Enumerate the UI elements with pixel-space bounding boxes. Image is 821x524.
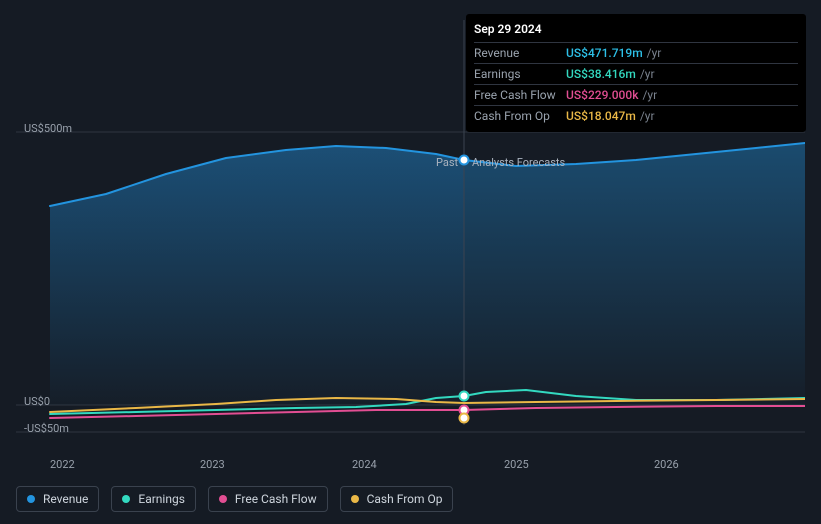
legend-label: Earnings: [138, 492, 185, 506]
legend-dot-icon: [219, 495, 227, 503]
tooltip-value: US$18.047m: [566, 109, 636, 123]
tooltip-unit: /yr: [642, 88, 657, 102]
tooltip-unit: /yr: [640, 67, 655, 81]
tooltip-row: RevenueUS$471.719m/yr: [474, 42, 798, 63]
tooltip-row: Cash From OpUS$18.047m/yr: [474, 105, 798, 126]
y-axis-label: US$0: [24, 395, 50, 408]
tooltip-row: Free Cash FlowUS$229.000k/yr: [474, 84, 798, 105]
legend-item-cfo[interactable]: Cash From Op: [340, 486, 454, 512]
x-axis-label: 2025: [504, 458, 529, 471]
tooltip-date: Sep 29 2024: [474, 20, 798, 38]
tooltip-value: US$38.416m: [566, 67, 636, 81]
legend-dot-icon: [27, 495, 35, 503]
chart-legend: Revenue Earnings Free Cash Flow Cash From O…: [16, 486, 453, 512]
legend-label: Cash From Op: [367, 492, 443, 506]
tooltip-unit: /yr: [640, 109, 655, 123]
x-axis-label: 2024: [352, 458, 377, 471]
legend-item-revenue[interactable]: Revenue: [16, 486, 99, 512]
legend-dot-icon: [122, 495, 130, 503]
y-axis-label: -US$50m: [24, 422, 69, 435]
forecast-label: Analysts Forecasts: [472, 156, 565, 169]
tooltip-value: US$229.000k: [566, 88, 638, 102]
legend-item-earnings[interactable]: Earnings: [111, 486, 196, 512]
legend-dot-icon: [351, 495, 359, 503]
tooltip-value: US$471.719m: [566, 46, 643, 60]
tooltip-unit: /yr: [647, 46, 662, 60]
tooltip-key: Earnings: [474, 67, 566, 81]
x-axis-label: 2022: [50, 458, 75, 471]
tooltip-key: Revenue: [474, 46, 566, 60]
legend-label: Revenue: [43, 492, 88, 506]
tooltip-row: EarningsUS$38.416m/yr: [474, 63, 798, 84]
x-axis-label: 2023: [200, 458, 225, 471]
chart-tooltip: Sep 29 2024 RevenueUS$471.719m/yrEarning…: [466, 14, 806, 132]
tooltip-key: Cash From Op: [474, 109, 566, 123]
legend-item-fcf[interactable]: Free Cash Flow: [208, 486, 328, 512]
tooltip-rows: RevenueUS$471.719m/yrEarningsUS$38.416m/…: [474, 42, 798, 126]
past-label: Past: [436, 156, 458, 169]
tooltip-key: Free Cash Flow: [474, 88, 566, 102]
x-axis-label: 2026: [654, 458, 679, 471]
y-axis-label: US$500m: [24, 122, 72, 135]
legend-label: Free Cash Flow: [235, 492, 317, 506]
